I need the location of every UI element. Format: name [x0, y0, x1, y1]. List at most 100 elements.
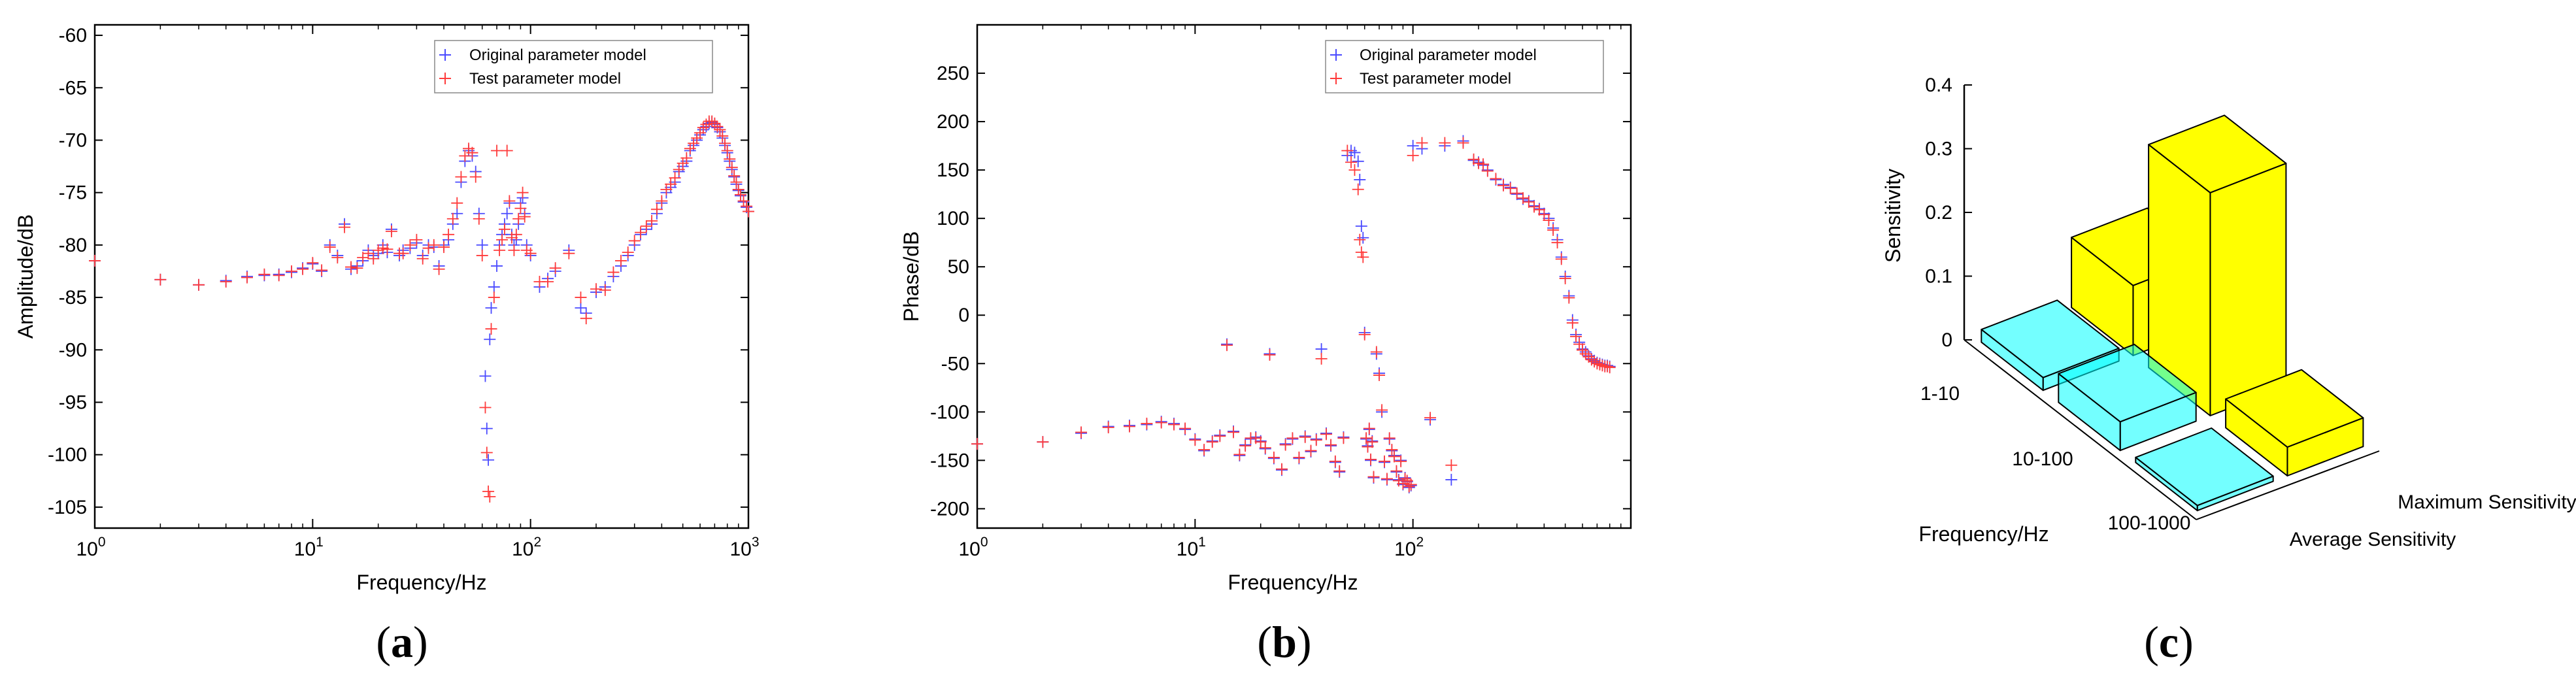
test-model-point — [1457, 137, 1469, 149]
test-model-point — [1279, 439, 1292, 451]
test-model-point — [706, 115, 718, 127]
series-label-maximum: Maximum Sensitivity — [2398, 491, 2576, 513]
sensitivity-3d-bar-chart: 0 0.1 0.2 0.3 0.4 Sensitivity 1-10 10-100 10… — [1881, 75, 2576, 667]
test-model-point — [1407, 149, 1419, 161]
test-model-point — [730, 176, 743, 188]
test-model-point — [743, 205, 754, 218]
test-model-point — [1395, 455, 1407, 467]
test-model-point — [1141, 418, 1153, 430]
test-model-point — [1445, 459, 1458, 471]
test-model-point — [1555, 253, 1567, 265]
test-model-point — [1566, 317, 1579, 329]
test-model-point — [728, 170, 741, 182]
test-model-point — [1481, 165, 1494, 177]
test-model-point — [1399, 473, 1411, 485]
phase-legend: Original parameter model Test parameter … — [1325, 40, 1604, 93]
test-model-point — [1259, 442, 1271, 454]
test-model-point — [1367, 471, 1380, 483]
test-model-point — [1305, 444, 1317, 457]
original-model-point — [488, 281, 500, 293]
test-model-point — [1267, 451, 1280, 463]
y-tick-label: -80 — [59, 235, 87, 256]
test-model-point — [1547, 224, 1560, 236]
frequency-axis-line — [1964, 339, 2197, 520]
test-model-point — [1239, 440, 1252, 452]
original-model-point — [1445, 473, 1458, 486]
y-tick-label: -50 — [941, 353, 969, 375]
test-model-point — [1102, 422, 1114, 433]
x-tick-exponent: 0 — [98, 535, 106, 550]
category-label-1-10: 1-10 — [1920, 383, 1960, 405]
original-model-point — [479, 370, 492, 382]
test-model-point — [345, 261, 358, 273]
test-model-point — [1424, 412, 1437, 424]
z-tick-label: 0.2 — [1925, 202, 1952, 224]
test-model-point — [459, 150, 471, 162]
test-model-point — [694, 127, 707, 139]
test-model-point — [1477, 158, 1490, 171]
test-model-point — [427, 239, 440, 251]
legend-label-test: Test parameter model — [469, 70, 621, 88]
test-model-point — [1573, 338, 1586, 350]
test-model-point — [518, 210, 531, 223]
test-model-point — [563, 247, 575, 259]
test-model-point — [724, 153, 736, 165]
legend-box — [1325, 40, 1604, 93]
test-model-point — [339, 221, 351, 233]
test-model-point — [503, 195, 516, 207]
test-model-point — [1601, 360, 1614, 373]
test-model-point — [607, 266, 620, 278]
test-model-point — [381, 243, 393, 256]
test-model-point — [1337, 432, 1350, 444]
test-model-point — [1504, 182, 1516, 195]
test-model-point — [1345, 156, 1358, 169]
test-model-point — [726, 161, 738, 174]
y-tick-label: -65 — [59, 77, 87, 99]
test-model-point — [575, 292, 587, 304]
test-model-point — [1320, 428, 1333, 441]
test-model-point — [1286, 432, 1299, 444]
test-model-point — [716, 130, 729, 142]
amplitude-chart: -60-65-70-75-80-85-90-95-100-105 100 101 1… — [14, 24, 760, 667]
test-model-point — [516, 186, 529, 199]
original-model-point — [476, 239, 488, 251]
x-tick-base: 10 — [294, 539, 316, 560]
phase-x-axis-label: Frequency/Hz — [1228, 571, 1358, 594]
frequency-axis-label: Frequency/Hz — [1918, 522, 2049, 546]
test-model-point — [258, 268, 271, 280]
test-model-point — [1594, 358, 1606, 371]
panel-label-b-letter: b — [1272, 617, 1297, 667]
legend-box — [434, 40, 713, 93]
test-model-point — [580, 312, 592, 325]
z-tick-label: 0 — [1941, 329, 1952, 351]
test-model-point — [193, 278, 205, 291]
test-model-point — [542, 276, 554, 288]
test-model-point — [1037, 436, 1049, 448]
amplitude-plot-frame — [93, 24, 750, 529]
series-axis-line — [2196, 450, 2380, 520]
panel-label-a: (a) — [376, 617, 427, 667]
test-model-point — [1325, 439, 1337, 451]
x-tick-label: 102 — [1394, 535, 1424, 560]
test-model-point — [496, 233, 509, 246]
x-tick-label: 101 — [294, 535, 324, 560]
test-model-point — [482, 485, 495, 497]
test-model-point — [1588, 356, 1601, 368]
original-model-point — [575, 302, 587, 314]
test-model-point — [473, 212, 485, 225]
test-model-point — [1533, 203, 1545, 216]
bar-average-sensitivity — [2058, 343, 2197, 452]
test-model-point — [493, 244, 506, 256]
test-model-point — [1582, 350, 1595, 363]
test-model-point — [665, 178, 677, 190]
test-model-point — [1352, 183, 1364, 195]
test-model-point — [488, 292, 500, 304]
test-model-point — [1299, 431, 1311, 443]
test-model-point — [154, 273, 167, 286]
test-model-point — [680, 152, 693, 164]
y-tick-label: -150 — [930, 450, 969, 471]
test-model-point — [1376, 404, 1388, 416]
test-model-point — [971, 438, 983, 450]
test-model-point — [709, 117, 721, 129]
test-model-point — [1275, 463, 1288, 475]
